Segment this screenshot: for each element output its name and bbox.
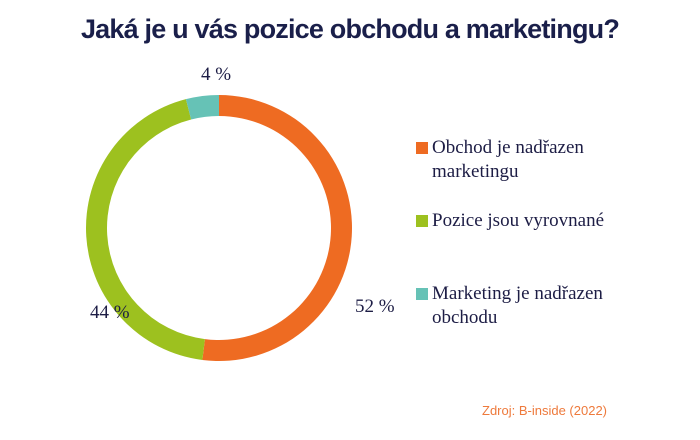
source-note: Zdroj: B-inside (2022) <box>482 403 607 418</box>
data-label: 52 % <box>355 296 395 317</box>
legend-label: Obchod je nadřazen marketingu <box>432 137 584 182</box>
legend-label: Marketing je nadřazen obchodu <box>432 283 603 328</box>
data-label: 44 % <box>90 302 130 323</box>
donut-slice <box>85 99 205 360</box>
chart-title: Jaká je u vás pozice obchodu a marketing… <box>80 14 620 44</box>
legend-label: Pozice jsou vyrovnané <box>432 210 605 231</box>
legend-swatch <box>416 142 428 154</box>
donut-slice <box>185 95 219 120</box>
donut-slice <box>202 95 352 361</box>
data-label: 4 % <box>201 64 231 85</box>
legend-swatch <box>416 288 428 300</box>
legend-swatch <box>416 215 428 227</box>
